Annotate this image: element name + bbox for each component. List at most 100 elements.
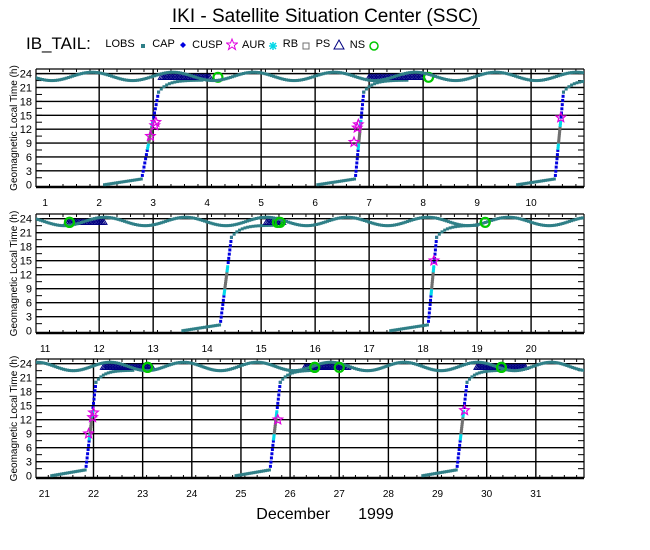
- lobs-point: [358, 217, 362, 221]
- lobs-point: [376, 367, 380, 371]
- lobs-point: [268, 363, 272, 367]
- lobs-point: [109, 360, 113, 364]
- lobs-point: [446, 220, 450, 224]
- lobs-point: [242, 472, 246, 476]
- cap-point: [228, 244, 232, 248]
- cusp-point: [427, 254, 441, 266]
- lobs-point: [325, 360, 329, 364]
- lobs-point: [50, 474, 54, 478]
- lobs-point: [164, 364, 168, 368]
- lobs-point: [572, 70, 576, 74]
- lobs-point: [418, 216, 422, 220]
- aur-point: [272, 435, 276, 439]
- lobs-point: [423, 365, 427, 369]
- cusp-point: [148, 118, 162, 131]
- rb-point: [89, 420, 93, 424]
- lobs-point: [372, 368, 376, 372]
- lobs-point: [202, 78, 206, 82]
- lobs-point: [200, 77, 204, 81]
- lobs-point: [484, 361, 488, 365]
- lobs-point: [240, 363, 244, 367]
- lobs-point: [286, 373, 290, 377]
- lobs-point: [392, 362, 396, 366]
- x-tick-label: 10: [526, 198, 538, 209]
- x-tick-label: 7: [366, 198, 372, 209]
- cap-point: [354, 165, 358, 169]
- cap-point: [555, 153, 559, 157]
- x-tick-label: 31: [530, 489, 542, 500]
- lobs-point: [563, 363, 567, 367]
- lobs-point: [524, 219, 528, 223]
- lobs-point: [488, 362, 492, 366]
- lobs-point: [278, 380, 282, 384]
- lobs-point: [346, 178, 350, 182]
- lobs-point: [291, 371, 295, 375]
- lobs-point: [138, 223, 142, 227]
- rb-point: [557, 138, 561, 142]
- y-tick-label: 6: [26, 298, 32, 310]
- lobs-point: [576, 217, 580, 221]
- y-tick-label: 0: [26, 471, 32, 483]
- lobs-point: [191, 362, 195, 366]
- lobs-point: [490, 363, 494, 367]
- lobs-point: [526, 181, 530, 185]
- lobs-point: [447, 368, 451, 372]
- ns-point: [422, 71, 435, 83]
- lobs-point: [455, 365, 459, 369]
- lobs-point: [505, 72, 509, 76]
- rb-point: [557, 134, 561, 138]
- y-tick-label: 9: [26, 284, 32, 296]
- lobs-point: [58, 223, 62, 227]
- lobs-point: [219, 369, 223, 373]
- lobs-point: [580, 80, 584, 84]
- lobs-point: [209, 324, 213, 328]
- lobs-point: [412, 325, 416, 329]
- lobs-point: [240, 227, 244, 231]
- lobs-point: [105, 182, 109, 186]
- lobs-point: [198, 77, 202, 81]
- lobs-point: [157, 221, 161, 225]
- cap-point: [428, 307, 432, 311]
- lobs-point: [179, 71, 183, 75]
- cap-point: [555, 161, 559, 165]
- lobs-point: [278, 217, 282, 221]
- lobs-point: [310, 75, 314, 79]
- lobs-point: [53, 223, 57, 227]
- lobs-point: [308, 224, 312, 228]
- aur-point: [458, 437, 462, 441]
- lobs-point: [488, 71, 492, 75]
- lobs-point: [48, 363, 52, 367]
- lobs-point: [386, 364, 390, 368]
- lobs-point: [251, 224, 255, 228]
- lobs-point: [198, 218, 202, 222]
- lobs-point: [329, 181, 333, 185]
- lobs-point: [40, 361, 44, 365]
- lobs-point: [415, 363, 419, 367]
- lobs-point: [571, 366, 575, 370]
- lobs-point: [542, 78, 546, 82]
- rb-point: [431, 271, 435, 275]
- lobs-point: [218, 78, 222, 82]
- lobs-point: [485, 369, 489, 373]
- aur-point: [226, 265, 230, 269]
- lobs-point: [351, 366, 355, 370]
- lobs-point: [450, 469, 454, 473]
- lobs-point: [67, 368, 71, 372]
- x-tick-label: 22: [88, 489, 100, 500]
- lobs-point: [492, 70, 496, 74]
- lobs-point: [293, 79, 297, 83]
- rb-point: [225, 273, 229, 277]
- lobs-point: [111, 370, 115, 374]
- x-tick-label: 26: [285, 489, 297, 500]
- lobs-point: [233, 74, 237, 78]
- lobs-point: [427, 215, 431, 219]
- rb-point: [89, 427, 93, 431]
- rb-point: [558, 126, 562, 130]
- lobs-point: [131, 368, 135, 372]
- rb-point: [272, 431, 276, 435]
- lobs-point: [263, 215, 267, 219]
- lobs-point: [172, 70, 176, 74]
- lobs-point: [40, 219, 44, 223]
- lobs-point: [375, 81, 379, 85]
